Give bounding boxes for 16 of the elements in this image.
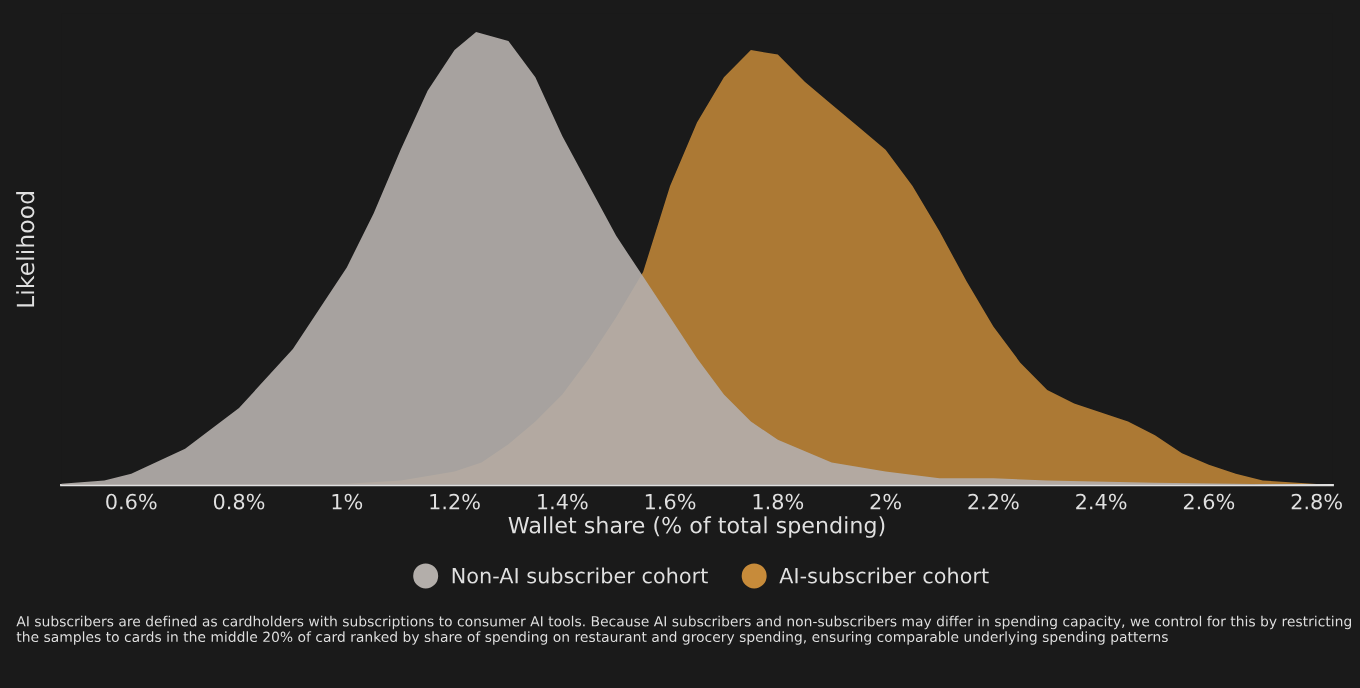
x-tick-label: 2.6% — [1183, 493, 1235, 510]
x-tick-label: 2.4% — [1076, 493, 1127, 510]
x-axis-title: Wallet share (% of total spending) — [508, 516, 885, 538]
x-tick-label: 2.2% — [968, 493, 1019, 510]
legend-label: Non-AI subscriber cohort — [452, 567, 708, 584]
x-tick-label: 0.8% — [213, 493, 265, 510]
x-tick-label: 2% — [870, 493, 901, 510]
x-tick-label: 1% — [332, 493, 363, 510]
x-tick-label: 0.6% — [106, 493, 157, 510]
x-tick-label: 1.2% — [430, 493, 480, 510]
x-tick-label: 1.6% — [645, 493, 696, 510]
x-tick-label: 1.4% — [538, 493, 588, 510]
y-axis-title: Likelihood — [16, 192, 35, 307]
legend-label: AI-subscriber cohort — [779, 567, 989, 584]
x-tick-label: 1.8% — [753, 493, 804, 510]
x-tick-label: 2.8% — [1291, 493, 1342, 510]
